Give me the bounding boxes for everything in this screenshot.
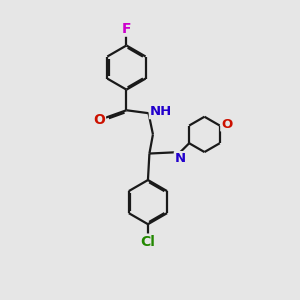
Text: O: O: [93, 113, 105, 127]
Text: N: N: [175, 152, 186, 165]
Text: F: F: [122, 22, 131, 36]
Text: NH: NH: [150, 105, 172, 118]
Text: O: O: [221, 118, 232, 130]
Text: Cl: Cl: [140, 235, 155, 249]
